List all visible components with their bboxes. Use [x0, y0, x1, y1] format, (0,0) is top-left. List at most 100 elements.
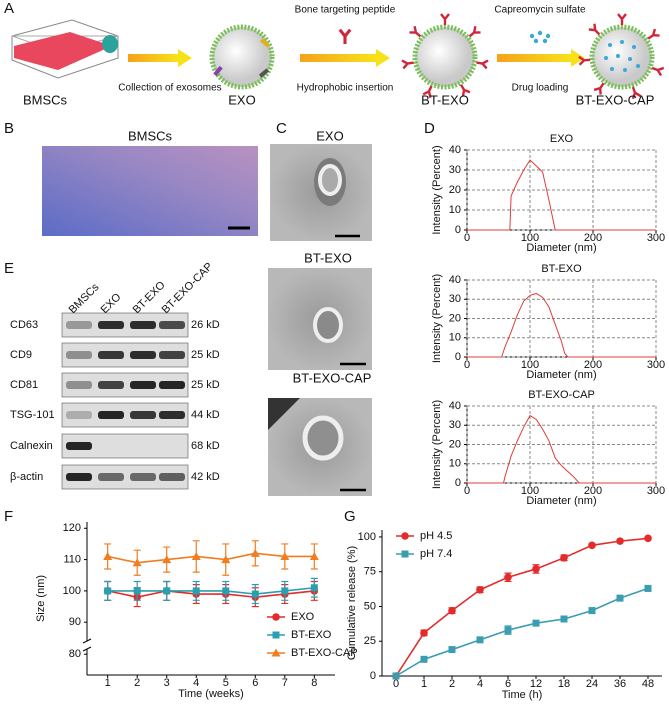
series-line: [467, 414, 656, 484]
x-axis-label: Diameter (nm): [526, 369, 596, 381]
peptide: [474, 57, 490, 70]
peptide-icon: [338, 28, 352, 46]
x-tick-label: 4: [193, 677, 199, 689]
y-axis-label: Size (nm): [35, 575, 47, 622]
size-label: 26 kD: [191, 319, 220, 331]
x-tick-label: 8: [311, 677, 317, 689]
marker: [191, 551, 201, 560]
marker: [588, 607, 596, 615]
legend-label: BT-EXO-CAP: [291, 647, 358, 659]
marker: [162, 555, 172, 564]
band: [130, 351, 156, 359]
chart-title: BT-EXO-CAP: [528, 389, 595, 401]
marker: [392, 672, 400, 680]
legend-label: EXO: [291, 611, 315, 623]
legend-label: BT-EXO: [291, 629, 332, 641]
drug-icon: [529, 30, 551, 44]
marker: [192, 587, 200, 595]
marker: [221, 555, 231, 564]
peptide: [587, 22, 604, 39]
arrow: [300, 54, 376, 62]
legend-label: pH 4.5: [420, 530, 452, 542]
panel-label: E: [4, 260, 14, 277]
y-tick-label: 0: [455, 477, 461, 489]
panel-label: A: [4, 0, 14, 17]
micrograph: [42, 146, 258, 236]
series-line: [107, 590, 315, 598]
drug-dot: [608, 43, 612, 47]
band: [66, 351, 92, 359]
marker: [132, 558, 142, 567]
chart-title: EXO: [550, 133, 574, 145]
marker: [310, 584, 318, 592]
band: [66, 381, 92, 389]
x-axis-label: Time (weeks): [178, 688, 244, 700]
drug-dot: [620, 40, 624, 44]
vesicle: [302, 415, 344, 461]
x-tick-label: 200: [584, 232, 602, 244]
x-tick-label: 300: [647, 359, 665, 371]
step-label: Hydrophobic insertion: [297, 83, 394, 94]
arrow-head: [178, 49, 192, 67]
marker: [133, 587, 141, 595]
protein-label: CD81: [10, 379, 38, 391]
marker: [272, 631, 280, 639]
series-line: [467, 159, 656, 231]
lane-label: EXO: [99, 291, 124, 316]
marker: [272, 613, 280, 621]
y-tick-label: 100: [63, 585, 81, 597]
drug-dot: [545, 33, 551, 39]
tem-title: BT-EXO-CAP: [293, 370, 372, 385]
peptide: [644, 27, 661, 44]
x-tick-label: 12: [530, 678, 542, 690]
y-tick-label: 10: [449, 458, 461, 470]
band: [98, 411, 124, 419]
band: [130, 321, 156, 329]
step-label: Drug loading: [512, 83, 569, 94]
peptide: [616, 12, 628, 27]
band: [130, 381, 156, 389]
x-tick-label: 200: [584, 359, 602, 371]
drug-dot: [636, 64, 640, 68]
tem-shadow: [268, 398, 300, 430]
x-tick-label: 6: [505, 678, 511, 690]
step-label: Capreomycin sulfate: [494, 5, 586, 16]
band: [66, 321, 92, 329]
marker: [250, 548, 260, 557]
y-tick-label: 50: [364, 600, 376, 612]
arrow-head: [571, 49, 585, 67]
peptide: [465, 25, 482, 41]
band: [130, 473, 156, 481]
x-tick-label: 100: [521, 485, 539, 497]
y-axis-label: Intensity (Percent): [431, 400, 443, 489]
series-line: [395, 587, 649, 677]
vesicle: [318, 164, 342, 196]
micrograph-title: BMSCs: [128, 128, 173, 143]
marker: [532, 619, 540, 627]
size-label: 25 kD: [191, 349, 220, 361]
membrane-protein: [258, 68, 270, 78]
final-label: BT-EXO-CAP: [576, 92, 655, 107]
marker: [280, 551, 290, 560]
x-tick-label: 200: [584, 485, 602, 497]
y-tick-label: 40: [449, 144, 461, 156]
x-axis-label: Diameter (nm): [526, 495, 596, 507]
y-tick-label: 25: [364, 635, 376, 647]
step-label: Bone targeting peptide: [295, 5, 396, 16]
x-tick-label: 36: [614, 678, 626, 690]
x-tick-label: 6: [252, 677, 258, 689]
size-label: 44 kD: [191, 409, 220, 421]
band: [159, 473, 185, 481]
drug-dot: [610, 67, 614, 71]
y-tick-label: 40: [449, 274, 461, 286]
x-axis-label: Time (h): [502, 689, 543, 701]
size-label: 42 kD: [191, 471, 220, 483]
panel-label: G: [344, 508, 356, 525]
x-tick-label: 24: [586, 678, 598, 690]
legend-label: pH 7.4: [420, 548, 452, 560]
x-tick-label: 2: [134, 677, 140, 689]
marker: [271, 648, 281, 657]
marker: [476, 585, 484, 594]
marker: [616, 594, 624, 602]
